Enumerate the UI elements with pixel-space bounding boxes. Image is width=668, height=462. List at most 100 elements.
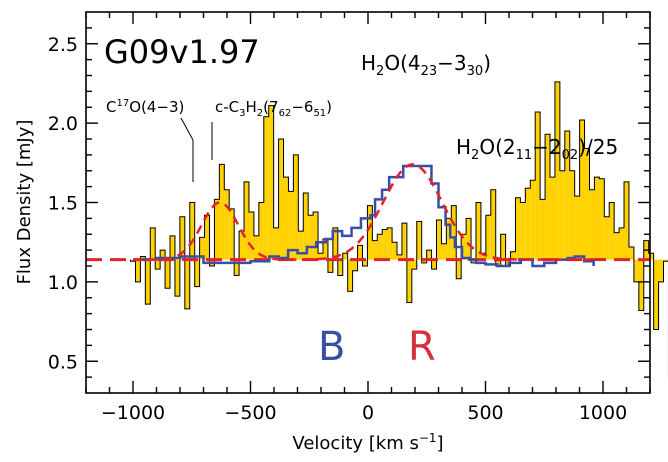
flux-fill-bin <box>490 189 496 260</box>
flux-fill-bin <box>569 170 575 260</box>
flux-fill-bin <box>293 154 299 260</box>
flux-fill-bin <box>584 148 590 260</box>
flux-fill-bin <box>401 223 407 260</box>
plot-layer <box>86 81 668 378</box>
flux-fill-bin <box>150 227 156 260</box>
flux-fill-bin <box>628 246 634 260</box>
flux-fill-bin <box>165 259 171 289</box>
flux-fill-bin <box>515 197 521 260</box>
flux-fill-bin <box>559 170 565 260</box>
flux-fill-bin <box>495 259 501 266</box>
flux-fill-bin <box>229 208 235 260</box>
flux-fill-bin <box>298 231 304 260</box>
flux-fill-bin <box>564 131 570 260</box>
flux-fill-bin <box>594 177 600 260</box>
flux-fill-bin <box>426 250 432 260</box>
flux-fill-bin <box>179 216 185 260</box>
flux-fill-bin <box>624 181 629 260</box>
ticks-layer: −1000 −500 0 500 1000 0.5 1.0 1.5 2.0 2.5 <box>48 12 651 424</box>
flux-fill-bin <box>135 259 141 282</box>
flux-fill-bin <box>461 234 467 260</box>
flux-fill-bin <box>278 139 284 260</box>
flux-fill-bin <box>332 227 338 260</box>
flux-fill-bin <box>525 188 531 260</box>
y-tick-label: 1.0 <box>48 272 78 294</box>
flux-fill-bin <box>648 253 654 260</box>
flux-fill-bin <box>535 112 541 260</box>
flux-fill-bin <box>224 189 230 260</box>
flux-fill-bin <box>387 227 393 260</box>
chart-title: G09v1.97 <box>104 33 260 71</box>
flux-fill-bin <box>327 259 333 273</box>
flux-fill-bin <box>480 253 486 260</box>
flux-fill-bin <box>155 259 161 270</box>
flux-fill-bin <box>500 234 506 260</box>
x-tick-label: −1000 <box>101 402 165 424</box>
x-tick-label: 1000 <box>579 402 627 424</box>
flux-fill-bin <box>638 259 644 311</box>
flux-fill-bin <box>614 232 620 260</box>
flux-fill-bin <box>382 229 388 260</box>
flux-fill-bin <box>347 259 353 292</box>
flux-fill-bin <box>263 116 269 260</box>
flux-fill-bin <box>530 180 536 260</box>
flux-fill-bin <box>416 221 422 260</box>
gaussian-fit-line <box>133 163 603 261</box>
x-axis-title: Velocity [km s−1] <box>292 431 443 454</box>
flux-fill-bin <box>510 251 516 260</box>
h2o-423-label: H2O(423−330) <box>361 51 491 79</box>
flux-fill-bin <box>446 218 452 260</box>
flux-fill-bin <box>357 245 363 260</box>
flux-fill-bin <box>174 259 180 297</box>
flux-fill-bin <box>599 178 605 260</box>
flux-fill-bin <box>392 242 398 260</box>
flux-fill-bin <box>520 202 526 260</box>
flux-fill-bin <box>248 212 254 260</box>
flux-fill-bin <box>589 189 595 260</box>
flux-fill-bin <box>431 259 437 270</box>
flux-fill-bin <box>362 259 368 266</box>
c3h2-label: c-C3H2(762−651) <box>215 98 332 119</box>
flux-fill-bin <box>234 259 240 276</box>
flux-fill-bin <box>199 237 205 260</box>
flux-fill-bin <box>451 205 457 260</box>
flux-fill-bin <box>214 199 220 260</box>
flux-fill-bin <box>609 202 615 260</box>
flux-fill-bin <box>406 259 412 303</box>
y-tick-label: 1.5 <box>48 193 78 215</box>
x-tick-label: 0 <box>362 402 374 424</box>
y-tick-label: 2.5 <box>48 34 78 56</box>
flux-fill-bin <box>633 259 639 282</box>
r-velocity-label: R <box>408 324 436 370</box>
flux-fill-bin <box>239 231 245 260</box>
flux-fill-bin <box>184 259 190 309</box>
flux-fill-bin <box>475 202 481 260</box>
flux-fill-bin <box>540 199 546 260</box>
flux-fill-bin <box>140 256 146 260</box>
x-tick-label: −500 <box>224 402 276 424</box>
flux-fill-bin <box>313 212 319 260</box>
flux-fill-bin <box>194 259 200 287</box>
flux-fill-bin <box>619 227 625 260</box>
flux-fill-bin <box>273 227 279 260</box>
c17o-marker-line <box>180 117 194 141</box>
y-axis-title: Flux Density [mJy] <box>14 120 35 285</box>
flux-fill-bin <box>471 259 476 263</box>
flux-fill-bin <box>653 259 659 330</box>
flux-fill-bin <box>436 219 442 260</box>
y-tick-label: 0.5 <box>48 351 78 373</box>
flux-fill-bin <box>204 215 210 260</box>
spectrum-line <box>130 81 668 378</box>
flux-fill-bin <box>579 119 585 260</box>
flux-fill-bin <box>604 216 610 260</box>
flux-fill-bin <box>219 164 225 260</box>
flux-fill-bin <box>397 254 402 260</box>
flux-fill-bin <box>441 243 447 260</box>
flux-fill-bin <box>303 192 309 260</box>
flux-fill-bin <box>268 105 274 260</box>
c17o-label: C17O(4−3) <box>106 98 184 116</box>
flux-fill-bin <box>372 240 378 260</box>
flux-fill-bin <box>288 191 294 260</box>
flux-fill-bin <box>308 215 314 260</box>
flux-fill-bin <box>574 196 580 260</box>
